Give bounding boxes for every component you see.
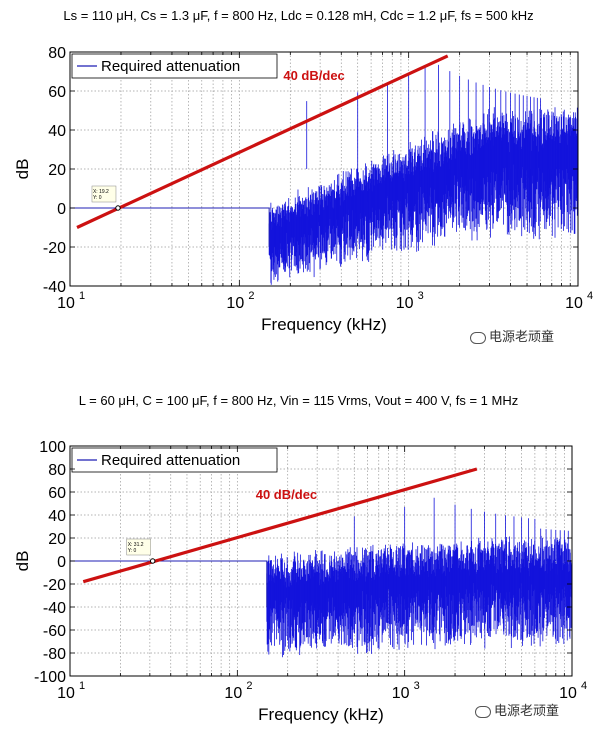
x-tick-label: 10	[226, 295, 244, 312]
chart-2: 40 dB/dec X: 31.2Y: 0 Required attenuation…	[13, 439, 587, 724]
watermark-2: 电源老顽童	[475, 700, 559, 719]
watermark-2-text: 电源老顽童	[494, 704, 560, 719]
y-tick-label: 60	[48, 84, 66, 101]
y-tick-label: -60	[43, 623, 66, 640]
slope-label: 40 dB/dec	[283, 68, 344, 83]
y-tick-label: 80	[48, 45, 66, 62]
y-tick-label: 20	[48, 531, 66, 548]
x-tick-exponent: 2	[248, 290, 254, 302]
required-attenuation-baseline	[70, 560, 268, 608]
legend-box	[71, 447, 278, 473]
datatip-box	[126, 538, 151, 556]
x-tick-exponent: 4	[581, 680, 587, 692]
y-tick-label: 40	[48, 508, 66, 525]
x-tick-label: 10	[57, 295, 75, 312]
datatip-x: X: 31.2	[128, 542, 144, 548]
x-tick-exponent: 3	[418, 290, 424, 302]
spectrum-noise	[266, 497, 573, 658]
x-tick-label: 10	[224, 685, 242, 702]
chart-1-title: Ls = 110 μH, Cs = 1.3 μF, f = 800 Hz, Ld…	[63, 8, 534, 23]
datatip-marker	[149, 558, 156, 564]
legend-label: Required attenuation	[101, 452, 240, 469]
y-tick-label: 0	[57, 201, 66, 218]
y-axis-label: dB	[13, 159, 32, 180]
chart-2-title: L = 60 μH, C = 100 μF, f = 800 Hz, Vin =…	[78, 393, 519, 408]
y-tick-label: 0	[57, 554, 66, 571]
y-tick-label: -20	[43, 240, 66, 257]
y-tick-label: 100	[39, 439, 66, 456]
x-tick-exponent: 1	[79, 680, 85, 692]
y-tick-label: -40	[43, 279, 66, 296]
datatip-marker	[115, 205, 121, 211]
x-axis-label: Frequency (kHz)	[258, 705, 384, 724]
x-tick-label: 10	[565, 295, 583, 312]
y-tick-label: 60	[48, 485, 66, 502]
x-tick-label: 10	[396, 295, 414, 312]
y-tick-label: 20	[48, 162, 66, 179]
datatip: X: 19.2Y: 0	[91, 185, 117, 203]
datatip-x: X: 19.2	[93, 189, 109, 195]
wechat-icon	[470, 331, 486, 344]
x-tick-exponent: 3	[414, 680, 420, 692]
y-tick-label: -80	[43, 646, 66, 663]
watermark-1: 电源老顽童	[470, 326, 554, 345]
x-tick-label: 10	[392, 685, 410, 702]
x-axis-label: Frequency (kHz)	[261, 315, 387, 334]
wechat-icon	[475, 705, 491, 718]
y-tick-label: 80	[48, 462, 66, 479]
datatip-y: Y: 0	[93, 195, 102, 201]
x-tick-label: 10	[559, 685, 577, 702]
chart-1: 40 dB/dec X: 19.2Y: 0 Required attenuation…	[13, 45, 593, 334]
y-axis-label: dB	[13, 551, 32, 572]
datatip-y: Y: 0	[128, 548, 137, 554]
spectrum-noise	[268, 64, 579, 285]
y-tick-label: -100	[34, 669, 66, 686]
datatip: X: 31.2Y: 0	[126, 538, 151, 556]
y-tick-label: 40	[48, 123, 66, 140]
slope-line-40db	[76, 54, 449, 229]
x-tick-label: 10	[57, 685, 75, 702]
legend-box	[71, 53, 278, 79]
slope-line-40db	[82, 467, 478, 584]
datatip-box	[91, 185, 117, 203]
x-tick-exponent: 4	[587, 290, 593, 302]
x-tick-exponent: 2	[246, 680, 252, 692]
y-tick-label: -40	[43, 600, 66, 617]
x-tick-exponent: 1	[79, 290, 85, 302]
legend-label: Required attenuation	[101, 58, 240, 75]
y-tick-label: -20	[43, 577, 66, 594]
slope-label: 40 dB/dec	[256, 487, 317, 502]
watermark-1-text: 电源老顽童	[489, 330, 555, 345]
required-attenuation-baseline	[70, 207, 270, 248]
